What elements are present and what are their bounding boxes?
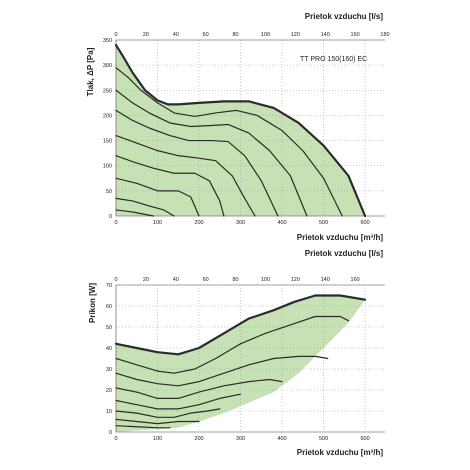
power-y-tick-label: 40 (106, 346, 112, 352)
pressure-y-tick-label: 350 (103, 38, 112, 44)
pressure-y-tick-label: 250 (103, 88, 112, 94)
pressure-bottom-tick-label: 0 (114, 220, 117, 226)
power-y-tick-label: 70 (106, 283, 112, 289)
pressure-bottom-tick-label: 100 (153, 220, 162, 226)
power-top-tick-label: 140 (321, 277, 330, 283)
pressure-top-tick-label: 80 (232, 32, 238, 38)
pressure-curve-4 (115, 134, 256, 217)
pressure-top-tick-label: 180 (380, 32, 389, 38)
pressure-curve-6 (115, 177, 200, 217)
pressure-top-tick-label: 160 (351, 32, 360, 38)
power-curve-5 (115, 408, 221, 418)
pressure-top-tick-label: 60 (203, 32, 209, 38)
power-curve-1 (115, 315, 350, 374)
power-bottom-tick-label: 200 (194, 436, 203, 442)
power-y-tick-label: 50 (106, 325, 112, 331)
power-top-tick-label: 120 (291, 277, 300, 283)
power-curve-2 (115, 355, 329, 387)
pressure-top-axis-label: Prietok vzduchu [l/s] (305, 12, 384, 21)
pressure-bottom-tick-label: 200 (194, 220, 203, 226)
power-bottom-tick-label: 0 (114, 436, 117, 442)
pressure-y-tick-label: 200 (103, 113, 112, 119)
pressure-curve-7 (115, 197, 175, 217)
pressure-bottom-tick-label: 300 (236, 220, 245, 226)
power-bottom-tick-label: 400 (277, 436, 286, 442)
power-top-tick-label: 160 (351, 277, 360, 283)
pressure-curve-8 (115, 209, 154, 217)
pressure-y-tick-label: 300 (103, 63, 112, 69)
power-top-axis-label: Prietok vzduchu [l/s] (305, 249, 384, 258)
pressure-y-tick-label: 100 (103, 164, 112, 170)
power-bottom-tick-label: 300 (236, 436, 245, 442)
pressure-top-tick-label: 120 (291, 32, 300, 38)
power-envelope-curve (114, 294, 367, 356)
power-top-tick-label: 20 (143, 277, 149, 283)
pressure-y-axis-label: Tlak, ΔP [Pa] (86, 47, 95, 96)
pressure-y-tick-label: 50 (106, 189, 112, 195)
power-bottom-tick-label: 100 (153, 436, 162, 442)
pressure-bottom-tick-label: 500 (319, 220, 328, 226)
pressure-y-tick-label: 150 (103, 139, 112, 145)
power-top-tick-label: 40 (173, 277, 179, 283)
power-top-tick-label: 80 (232, 277, 238, 283)
power-y-tick-label: 20 (106, 388, 112, 394)
power-y-tick-label: 0 (109, 430, 112, 436)
pressure-bottom-tick-label: 600 (360, 220, 369, 226)
pressure-top-tick-label: 0 (114, 32, 117, 38)
power-curve-3 (115, 378, 283, 399)
power-y-tick-label: 30 (106, 367, 112, 373)
power-curve-7 (115, 425, 171, 429)
pressure-top-tick-label: 40 (173, 32, 179, 38)
pressure-envelope-curve (114, 43, 367, 218)
power-bottom-tick-label: 500 (319, 436, 328, 442)
pressure-y-tick-label: 0 (109, 214, 112, 220)
power-curve-4 (115, 393, 242, 410)
power-top-tick-label: 60 (203, 277, 209, 283)
model-label: TT PRO 150(160) EC (300, 56, 367, 63)
pressure-curve-1 (115, 67, 343, 217)
pressure-curve-3 (115, 109, 279, 217)
power-y-tick-label: 10 (106, 409, 112, 415)
power-bottom-axis-label: Prietok vzduchu [m³/h] (297, 448, 384, 457)
power-top-tick-label: 0 (114, 277, 117, 283)
pressure-curve-5 (115, 155, 225, 217)
pressure-bottom-tick-label: 400 (277, 220, 286, 226)
power-top-tick-label: 100 (261, 277, 270, 283)
power-y-tick-label: 60 (106, 304, 112, 310)
power-y-axis-label: Príkon [W] (88, 283, 97, 323)
pressure-top-tick-label: 140 (321, 32, 330, 38)
power-curve-6 (115, 418, 200, 425)
pressure-top-tick-label: 20 (143, 32, 149, 38)
pressure-top-tick-label: 100 (261, 32, 270, 38)
pressure-curve-2 (115, 89, 308, 217)
power-bottom-tick-label: 600 (360, 436, 369, 442)
pressure-bottom-axis-label: Prietok vzduchu [m³/h] (297, 233, 384, 242)
